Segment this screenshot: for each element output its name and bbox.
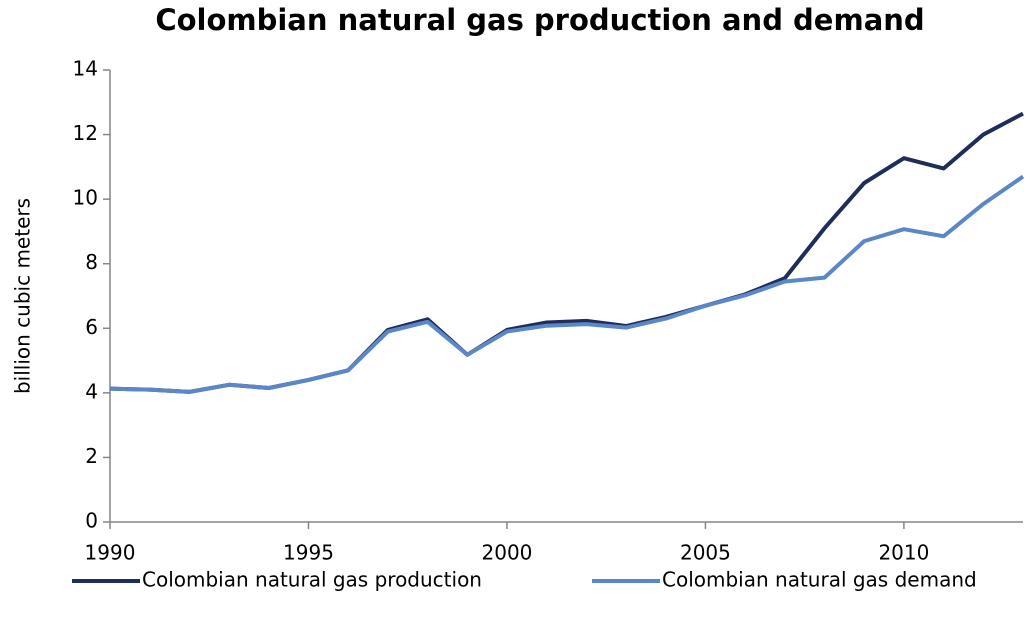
y-tick-label: 4 (85, 379, 98, 403)
y-tick-label: 0 (85, 509, 98, 533)
y-tick-label: 12 (73, 121, 98, 145)
y-tick-label: 2 (85, 444, 98, 468)
x-tick-label: 1995 (283, 541, 334, 565)
x-tick-label: 1990 (85, 541, 136, 565)
x-tick-label: 2010 (878, 541, 929, 565)
chart-title: Colombian natural gas production and dem… (155, 3, 924, 37)
y-tick-label: 6 (85, 315, 98, 339)
x-tick-label: 2005 (680, 541, 731, 565)
series-line (109, 111, 1024, 394)
legend-label: Colombian natural gas demand (662, 568, 977, 592)
legend-label: Colombian natural gas production (142, 568, 482, 592)
y-tick-label: 14 (73, 57, 98, 81)
y-tick-label: 8 (85, 250, 98, 274)
y-tick-label: 10 (73, 186, 98, 210)
x-tick-label: 2000 (482, 541, 533, 565)
y-axis-label: billion cubic meters (11, 198, 35, 394)
series-line (109, 174, 1025, 394)
